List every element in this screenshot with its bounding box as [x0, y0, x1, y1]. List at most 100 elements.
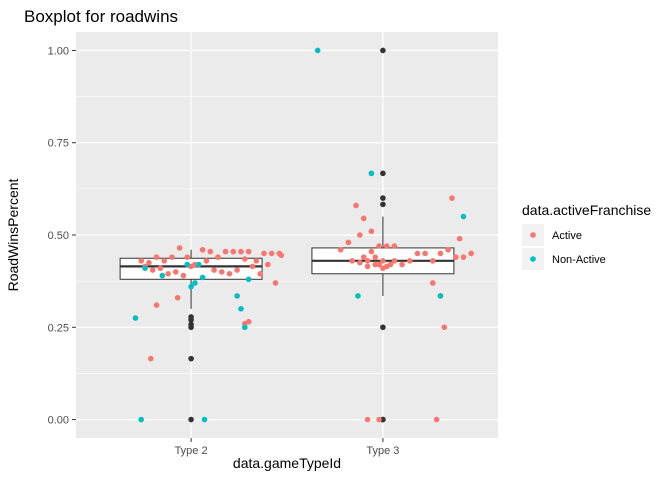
y-axis: 0.00 0.25 0.50 0.75 1.00 — [48, 45, 76, 427]
data-point-active — [337, 246, 344, 253]
y-axis-title: RoadWinsPercent — [5, 178, 21, 291]
data-point-active — [146, 259, 152, 266]
data-point-active — [372, 261, 379, 268]
legend-label: Non-Active — [552, 254, 606, 266]
data-point-active — [353, 202, 359, 209]
data-point-active — [172, 269, 179, 275]
data-point-active — [376, 243, 382, 249]
outlier-point — [380, 324, 386, 331]
data-point-active — [460, 254, 467, 260]
data-point-active — [215, 254, 221, 260]
data-point-active — [138, 258, 145, 264]
data-point-active — [222, 248, 229, 255]
data-point-active — [176, 245, 183, 251]
outlier-point — [380, 170, 386, 177]
chart-title: Boxplot for roadwins — [24, 7, 178, 26]
data-point-active — [278, 252, 285, 259]
data-point-non-active — [142, 265, 148, 272]
y-tick-label: 0.25 — [48, 322, 69, 334]
x-tick-label: Type 2 — [175, 445, 208, 457]
data-point-active — [153, 302, 160, 308]
data-point-active — [357, 259, 363, 266]
data-point-active — [211, 267, 217, 273]
data-point-active — [230, 248, 237, 255]
data-point-active — [387, 261, 394, 268]
outlier-point — [188, 355, 194, 362]
data-point-non-active — [368, 170, 375, 177]
data-point-non-active — [238, 306, 244, 312]
data-point-active — [174, 294, 181, 301]
outlier-point — [380, 416, 386, 423]
legend-title: data.activeFranchise — [522, 202, 651, 218]
data-point-active — [234, 267, 240, 273]
data-point-active — [437, 250, 444, 257]
data-point-non-active — [234, 293, 240, 299]
data-point-active — [449, 195, 455, 201]
data-point-active — [441, 324, 448, 331]
data-point-non-active — [195, 261, 202, 268]
data-point-active — [391, 243, 398, 249]
data-point-non-active — [460, 213, 467, 220]
x-tick-label: Type 3 — [366, 445, 399, 457]
data-point-active — [380, 258, 386, 264]
data-point-non-active — [188, 283, 194, 290]
data-point-active — [429, 280, 436, 286]
data-point-active — [433, 416, 440, 423]
data-point-active — [199, 246, 206, 253]
data-point-active — [380, 265, 386, 272]
jitter-points — [132, 47, 474, 423]
data-point-active — [165, 270, 171, 277]
y-tick-label: 0.00 — [48, 415, 69, 427]
data-point-non-active — [138, 416, 145, 423]
data-point-active — [429, 258, 436, 264]
data-point-active — [391, 258, 398, 264]
data-point-active — [372, 254, 379, 260]
data-point-active — [376, 416, 382, 423]
data-point-active — [422, 250, 428, 257]
data-point-non-active — [199, 274, 206, 281]
data-point-active — [268, 250, 275, 257]
data-point-non-active — [245, 276, 252, 283]
outlier-point — [188, 314, 194, 320]
data-point-active — [364, 258, 371, 264]
data-point-non-active — [159, 272, 166, 279]
outlier-point — [188, 321, 194, 328]
data-point-active — [148, 355, 154, 362]
data-point-active — [245, 318, 252, 325]
outlier-point — [380, 195, 386, 201]
data-point-active — [218, 269, 225, 275]
data-point-non-active — [201, 416, 208, 423]
data-point-active — [406, 258, 413, 264]
data-point-active — [445, 246, 451, 253]
x-axis: Type 2 Type 3 — [175, 438, 399, 457]
data-point-active — [272, 280, 279, 286]
legend-label: Active — [552, 230, 582, 242]
y-tick-label: 1.00 — [48, 45, 69, 57]
data-point-active — [226, 270, 233, 277]
data-point-active — [157, 265, 164, 272]
data-point-active — [149, 267, 156, 273]
data-point-active — [265, 261, 271, 268]
outlier-point — [380, 47, 386, 54]
data-point-active — [368, 248, 375, 255]
outlier-point — [188, 416, 194, 423]
legend-symbol — [530, 256, 536, 262]
data-point-active — [245, 248, 252, 255]
data-point-active — [414, 250, 421, 257]
data-point-active — [153, 254, 160, 260]
y-tick-label: 0.75 — [48, 138, 69, 150]
data-point-active — [180, 272, 187, 279]
data-point-active — [364, 416, 371, 423]
data-point-active — [203, 258, 210, 264]
data-point-non-active — [314, 47, 321, 54]
data-point-non-active — [242, 324, 248, 331]
data-point-active — [345, 239, 352, 246]
data-point-active — [261, 250, 267, 257]
data-point-active — [399, 261, 405, 268]
data-point-active — [368, 228, 375, 235]
data-point-active — [253, 258, 260, 264]
data-point-non-active — [132, 315, 139, 321]
data-point-non-active — [437, 293, 444, 299]
data-point-active — [364, 263, 371, 270]
